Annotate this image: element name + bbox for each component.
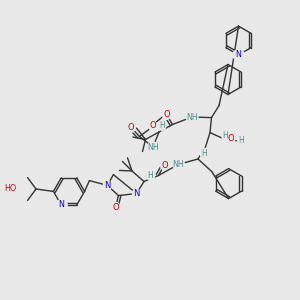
Text: H: H <box>201 148 207 158</box>
Ellipse shape <box>227 134 235 143</box>
Text: O: O <box>112 202 119 211</box>
Text: O: O <box>161 160 168 169</box>
Ellipse shape <box>232 50 244 60</box>
Text: N: N <box>104 181 111 190</box>
Ellipse shape <box>200 148 208 158</box>
Text: N: N <box>58 200 64 209</box>
Ellipse shape <box>160 160 168 170</box>
Ellipse shape <box>172 160 184 169</box>
Ellipse shape <box>9 184 24 193</box>
Ellipse shape <box>103 181 111 190</box>
Ellipse shape <box>147 171 154 180</box>
Text: HO: HO <box>4 184 16 193</box>
Text: O: O <box>128 123 134 132</box>
Ellipse shape <box>238 136 245 145</box>
Ellipse shape <box>147 142 159 152</box>
Text: O: O <box>228 134 234 143</box>
Text: O: O <box>150 122 156 130</box>
Text: H: H <box>238 136 244 145</box>
Text: N: N <box>133 189 140 198</box>
Text: H: H <box>159 121 165 130</box>
Ellipse shape <box>127 123 135 132</box>
Text: NH: NH <box>147 142 159 152</box>
Ellipse shape <box>55 200 67 210</box>
Ellipse shape <box>158 121 166 130</box>
Text: NH: NH <box>186 112 198 122</box>
Text: H: H <box>223 130 229 140</box>
Text: O: O <box>163 110 170 119</box>
Ellipse shape <box>186 112 198 122</box>
Ellipse shape <box>222 130 230 140</box>
Text: H: H <box>148 171 154 180</box>
Text: NH: NH <box>172 160 184 169</box>
Text: N: N <box>236 50 242 59</box>
Ellipse shape <box>149 121 157 131</box>
Ellipse shape <box>112 202 119 212</box>
Ellipse shape <box>133 189 140 198</box>
Ellipse shape <box>163 110 170 119</box>
